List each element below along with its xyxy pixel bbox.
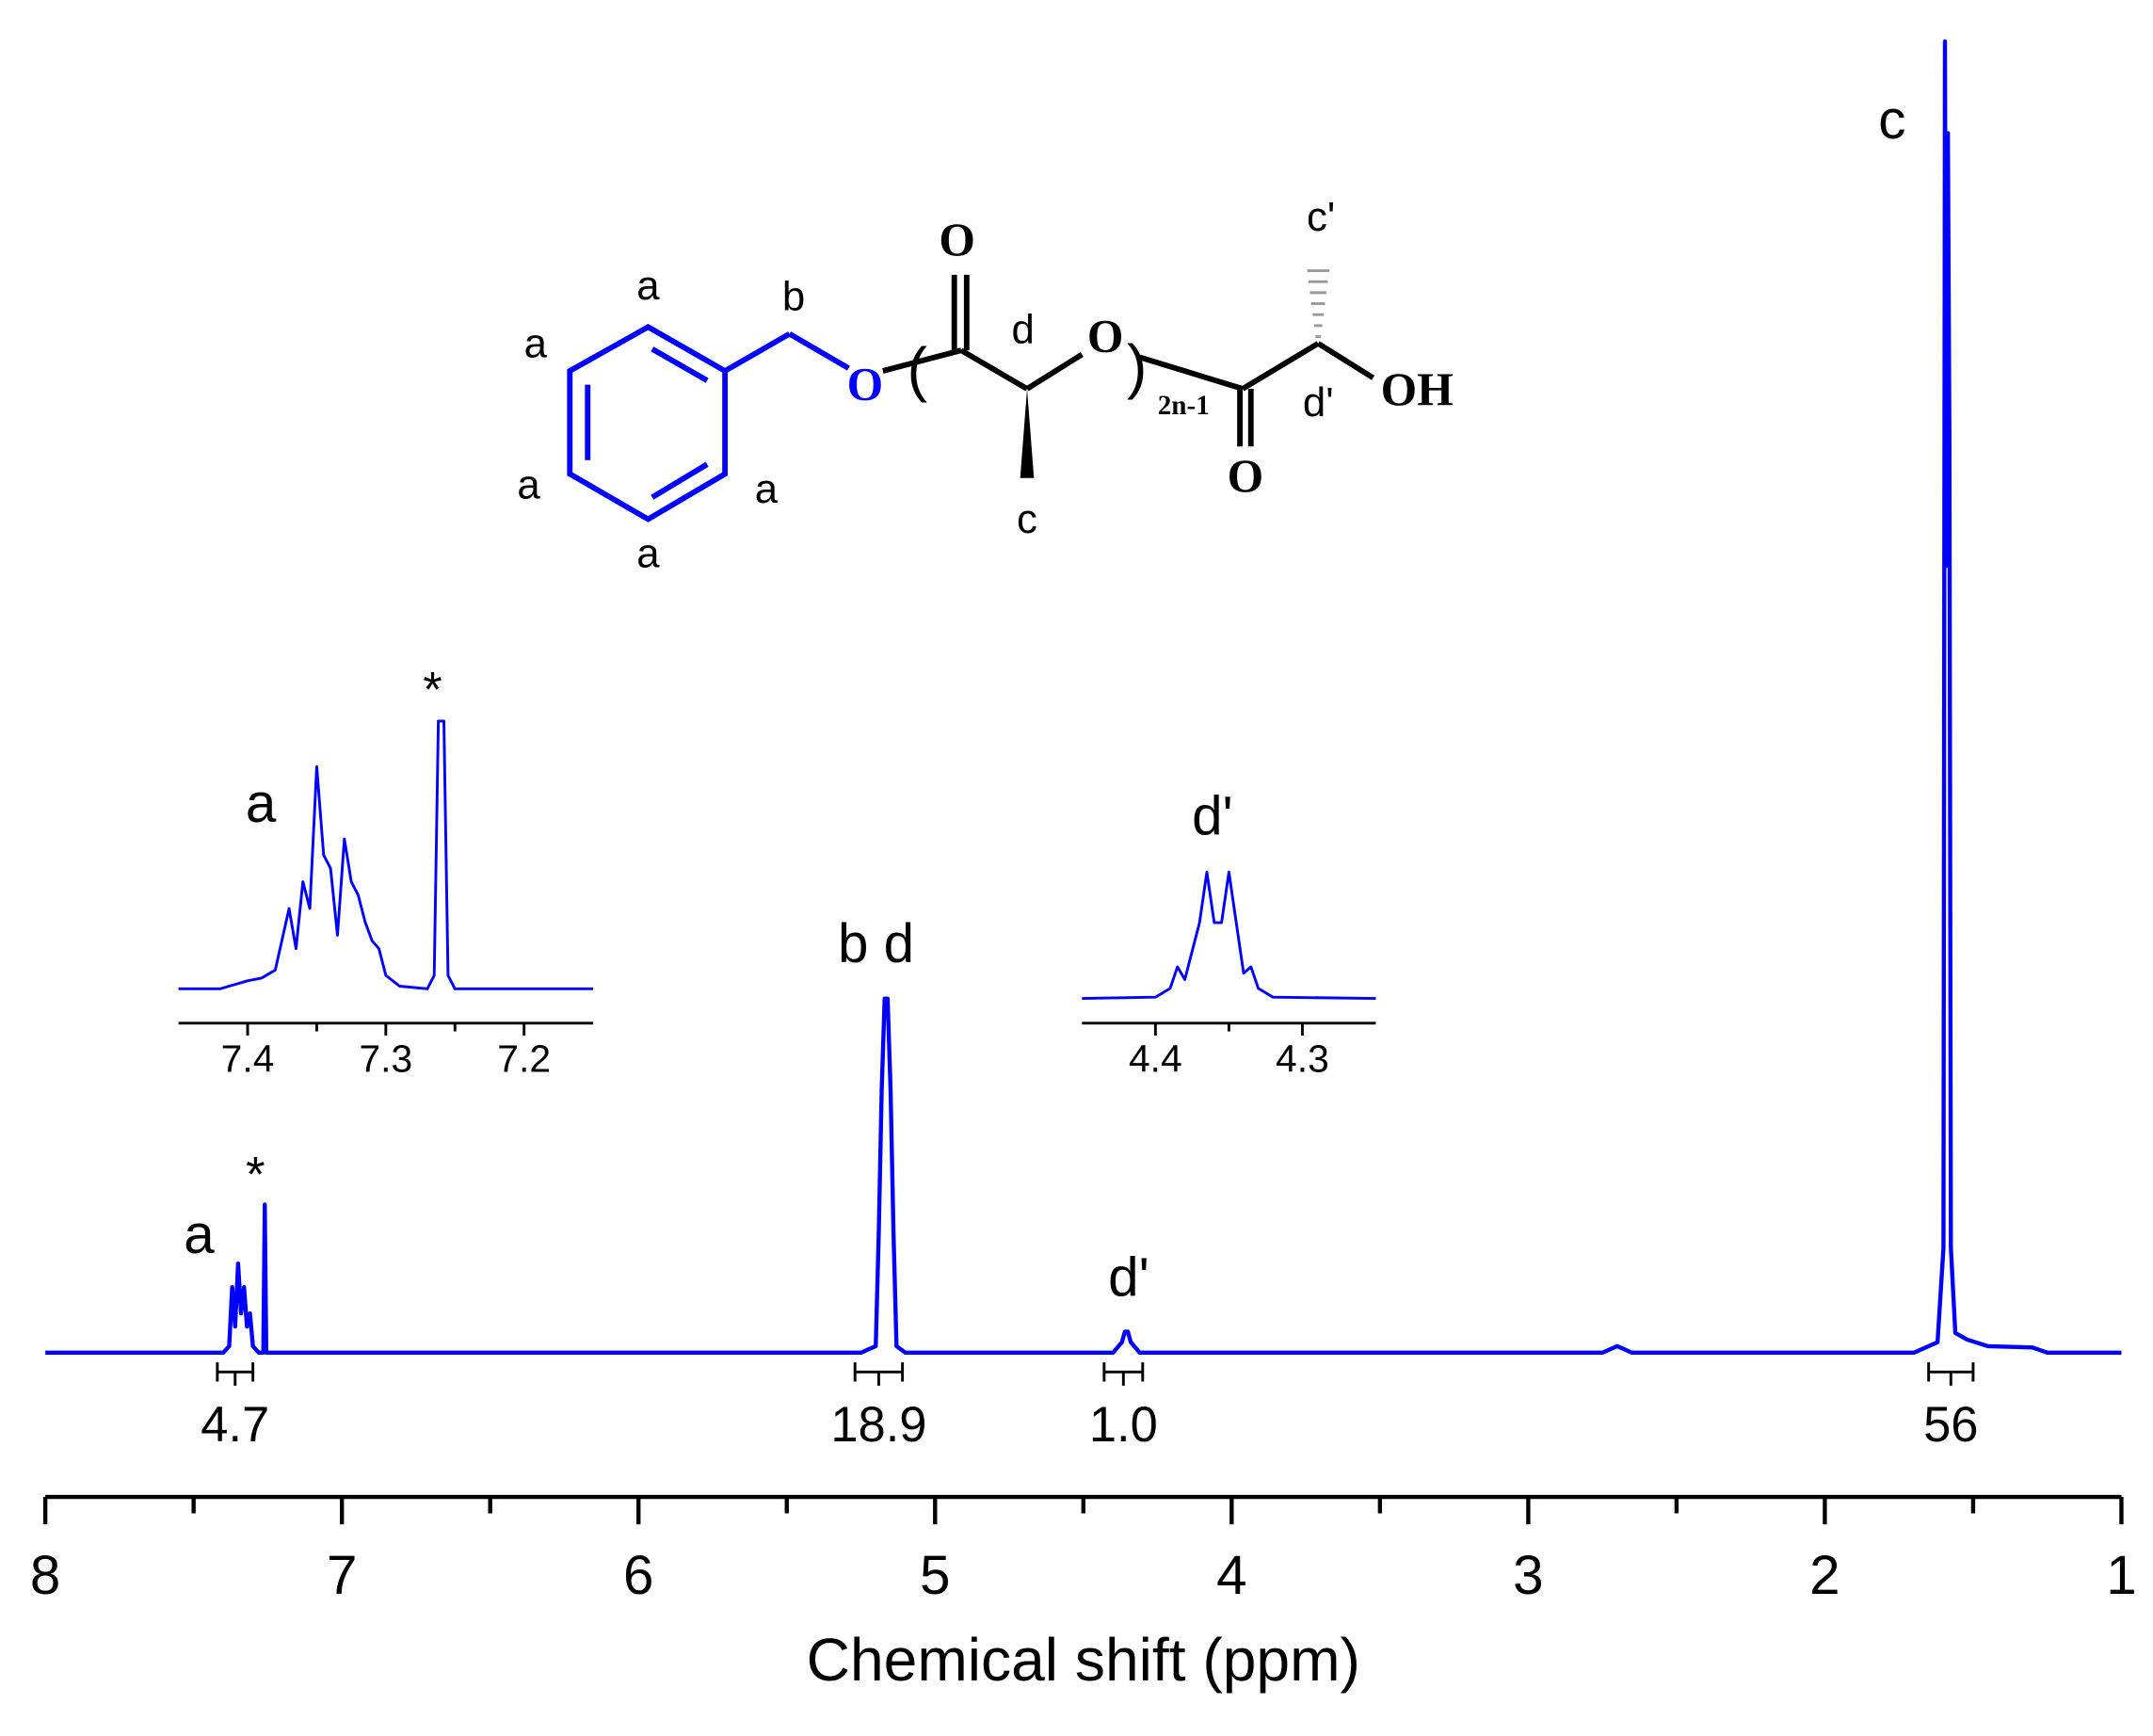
peak-label: a	[246, 773, 277, 834]
structure-label: (	[908, 335, 927, 403]
structure-label: O	[1087, 310, 1124, 362]
structure-label: d'	[1303, 379, 1334, 426]
spectrum-line	[178, 719, 594, 990]
peak-label: *	[423, 663, 442, 718]
structure-label: O	[1228, 450, 1264, 502]
integral-bracket	[1102, 1362, 1145, 1386]
structure-label: )	[1127, 332, 1147, 400]
structure-label: a	[636, 530, 660, 576]
x-tick-label: 8	[30, 1545, 60, 1606]
structure-label: O	[847, 358, 884, 410]
peak-label: d'	[1192, 785, 1233, 846]
structure: a a a a a b O ( O d c O ) 2n-1 c' d' O O…	[517, 194, 1453, 576]
peak-label: c	[1878, 89, 1905, 151]
x-tick-label: 6	[623, 1545, 653, 1606]
peak-label: a	[184, 1204, 215, 1265]
x-tick-label: 7.4	[221, 1037, 275, 1080]
spectrum-line	[45, 39, 2122, 1356]
peak-label: b d	[838, 913, 914, 974]
spectrum-line	[1082, 870, 1376, 1001]
integral-bracket	[853, 1362, 905, 1386]
x-tick-label: 5	[920, 1545, 950, 1606]
structure-label: a	[755, 466, 779, 512]
structure-label: d	[1011, 307, 1034, 353]
structure-label: O	[939, 214, 975, 265]
structure-label: 2n-1	[1158, 391, 1210, 421]
x-axis-label: Chemical shift (ppm)	[807, 1626, 1360, 1694]
wedge-bond	[1020, 388, 1035, 478]
x-tick-label: 7.2	[497, 1037, 551, 1080]
hash-bond	[1307, 269, 1329, 339]
structure-label: c'	[1307, 194, 1335, 240]
integral-label: 1.0	[1089, 1397, 1158, 1453]
integral-bracket	[216, 1362, 255, 1386]
chain-bonds	[882, 274, 1375, 447]
structure-label: a	[636, 263, 660, 309]
structure-label: b	[782, 274, 805, 320]
x-tick-label: 4	[1216, 1545, 1246, 1606]
benzene-ring	[567, 323, 850, 522]
x-tick-label: 3	[1513, 1545, 1543, 1606]
integral-label: 4.7	[201, 1397, 269, 1453]
structure-label: OH	[1381, 363, 1454, 415]
x-tick-label: 1	[2106, 1545, 2136, 1606]
x-tick-label: 7.3	[359, 1037, 412, 1080]
structure-label: a	[524, 320, 548, 366]
integral-bracket	[1927, 1362, 1975, 1386]
integral-label: 18.9	[830, 1397, 926, 1453]
x-tick-label: 4.4	[1129, 1037, 1182, 1080]
peak-label: d'	[1108, 1246, 1149, 1308]
x-tick-label: 4.3	[1276, 1037, 1329, 1080]
x-tick-label: 7	[327, 1545, 357, 1606]
x-tick-label: 2	[1809, 1545, 1840, 1606]
peak-label: *	[246, 1148, 265, 1203]
structure-label: c	[1017, 496, 1037, 542]
integral-label: 56	[1923, 1397, 1978, 1453]
structure-label: a	[517, 462, 540, 508]
